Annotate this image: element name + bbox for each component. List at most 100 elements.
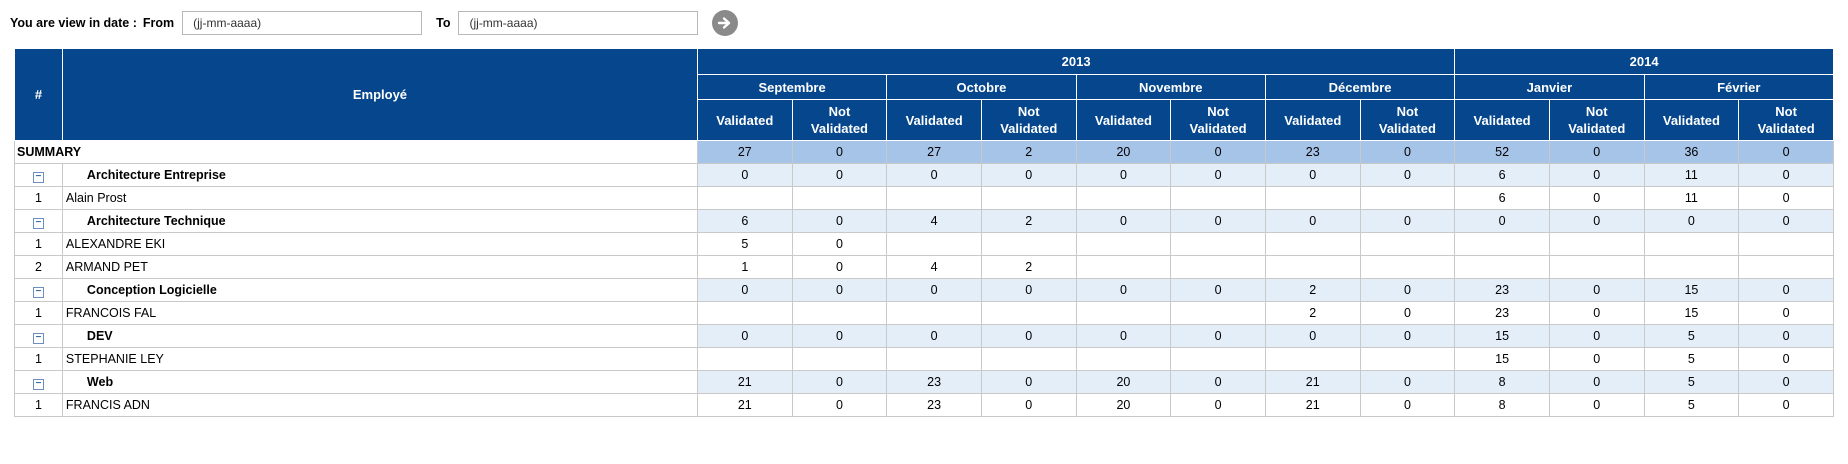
value-cell: 5 bbox=[1643, 393, 1740, 417]
group-toggle-cell[interactable]: − bbox=[14, 209, 63, 233]
value-cell: 0 bbox=[1359, 301, 1456, 325]
group-row: − Conception Logicielle 0 0 0 0 0 0 2 0 23 0 15 0 bbox=[14, 278, 1834, 302]
go-arrow-button[interactable] bbox=[712, 10, 739, 36]
value-cell: 0 bbox=[1359, 209, 1456, 233]
row-number: 2 bbox=[14, 255, 63, 279]
header-not-validated: Not Validated bbox=[1359, 99, 1456, 141]
header-row-months: Septembre Octobre Novembre Décembre Janvier F… bbox=[15, 74, 1835, 100]
value-cell bbox=[1643, 255, 1740, 279]
header-not-label: Not bbox=[828, 104, 851, 119]
group-row: − Web 21 0 23 0 20 0 21 0 8 0 5 0 bbox=[14, 370, 1834, 394]
employee-name: Alain Prost bbox=[61, 186, 698, 210]
value-cell: 0 bbox=[1548, 324, 1645, 348]
group-toggle-cell[interactable]: − bbox=[14, 324, 63, 348]
value-cell: 0 bbox=[1170, 370, 1266, 394]
value-cell bbox=[791, 301, 888, 325]
value-cell: 5 bbox=[1643, 324, 1740, 348]
group-toggle-cell[interactable]: − bbox=[14, 370, 63, 394]
value-cell: 21 bbox=[696, 370, 793, 394]
value-cell: 1 bbox=[696, 255, 793, 279]
value-cell: 0 bbox=[1170, 324, 1266, 348]
value-cell: 0 bbox=[1738, 186, 1834, 210]
group-name: DEV bbox=[62, 324, 698, 348]
group-toggle-cell[interactable]: − bbox=[14, 163, 63, 187]
header-hash: # bbox=[14, 48, 63, 141]
to-date-input[interactable] bbox=[458, 11, 699, 35]
value-cell: 0 bbox=[1359, 324, 1456, 348]
value-cell: 0 bbox=[791, 163, 888, 187]
group-row: − Architecture Technique 6 0 4 2 0 0 0 0 0 0 0 0 bbox=[14, 209, 1834, 233]
value-cell: 23 bbox=[1454, 301, 1550, 325]
collapse-icon[interactable]: − bbox=[32, 332, 44, 344]
header-year: 2014 bbox=[1454, 48, 1834, 75]
group-row: − DEV 0 0 0 0 0 0 0 0 15 0 5 0 bbox=[14, 324, 1834, 348]
value-cell: 2 bbox=[980, 209, 1077, 233]
value-cell bbox=[696, 186, 793, 210]
employee-row: 1 Alain Prost 6 0 11 0 bbox=[14, 186, 1834, 210]
collapse-icon[interactable]: − bbox=[32, 378, 44, 390]
header-validated-label: Validated bbox=[1000, 121, 1058, 136]
value-cell: 0 bbox=[886, 278, 982, 302]
value-cell: 0 bbox=[980, 324, 1077, 348]
value-cell: 0 bbox=[1359, 278, 1456, 302]
header-year: 2013 bbox=[696, 48, 1456, 75]
value-cell: 11 bbox=[1643, 186, 1740, 210]
collapse-icon[interactable]: − bbox=[32, 286, 44, 298]
value-cell: 15 bbox=[1454, 347, 1550, 371]
value-cell: 4 bbox=[886, 255, 982, 279]
employee-row: 1 FRANCOIS FAL 2 0 23 0 15 0 bbox=[14, 301, 1834, 325]
value-cell: 0 bbox=[1075, 324, 1172, 348]
value-cell bbox=[1359, 232, 1456, 256]
value-cell: 0 bbox=[1548, 370, 1645, 394]
employee-row: 1 STEPHANIE LEY 15 0 5 0 bbox=[14, 347, 1834, 371]
summary-row: SUMMARY 27 0 27 2 20 0 23 0 52 0 36 0 bbox=[14, 140, 1834, 164]
value-cell: 6 bbox=[1454, 186, 1550, 210]
value-cell: 0 bbox=[886, 163, 982, 187]
value-cell: 0 bbox=[1643, 209, 1740, 233]
value-cell: 0 bbox=[1548, 209, 1645, 233]
value-cell bbox=[1075, 255, 1172, 279]
value-cell: 0 bbox=[1738, 393, 1834, 417]
employee-name: STEPHANIE LEY bbox=[61, 347, 698, 371]
value-cell: 0 bbox=[1738, 347, 1834, 371]
value-cell: 0 bbox=[1264, 209, 1361, 233]
value-cell: 0 bbox=[1359, 140, 1456, 164]
value-cell: 0 bbox=[1075, 163, 1172, 187]
value-cell: 5 bbox=[696, 232, 793, 256]
filter-title: You are view in date : bbox=[10, 16, 137, 30]
header-not-label: Not bbox=[1207, 104, 1229, 119]
value-cell: 0 bbox=[980, 163, 1077, 187]
header-not-validated: Not Validated bbox=[1738, 99, 1834, 141]
value-cell: 0 bbox=[886, 324, 982, 348]
collapse-icon[interactable]: − bbox=[32, 217, 44, 229]
value-cell: 36 bbox=[1643, 140, 1740, 164]
group-toggle-cell[interactable]: − bbox=[14, 278, 63, 302]
value-cell: 0 bbox=[791, 393, 888, 417]
value-cell: 0 bbox=[1548, 140, 1645, 164]
value-cell: 15 bbox=[1643, 278, 1740, 302]
row-number: 1 bbox=[14, 347, 63, 371]
value-cell: 0 bbox=[1738, 370, 1834, 394]
value-cell: 0 bbox=[791, 140, 888, 164]
from-date-input[interactable] bbox=[182, 11, 423, 35]
value-cell: 0 bbox=[791, 370, 888, 394]
value-cell: 0 bbox=[1359, 370, 1456, 394]
value-cell: 27 bbox=[696, 140, 793, 164]
value-cell: 0 bbox=[696, 278, 793, 302]
value-cell: 27 bbox=[886, 140, 982, 164]
value-cell bbox=[1075, 186, 1172, 210]
to-label: To bbox=[436, 16, 451, 30]
value-cell: 0 bbox=[791, 232, 888, 256]
header-month: Janvier bbox=[1454, 74, 1645, 100]
group-name: Web bbox=[62, 370, 698, 394]
value-cell: 15 bbox=[1643, 301, 1740, 325]
value-cell bbox=[1548, 255, 1645, 279]
value-cell: 21 bbox=[696, 393, 793, 417]
value-cell bbox=[886, 347, 982, 371]
row-number: 1 bbox=[14, 393, 63, 417]
arrow-right-icon bbox=[718, 17, 731, 29]
value-cell bbox=[696, 301, 793, 325]
collapse-icon[interactable]: − bbox=[32, 171, 44, 183]
value-cell: 20 bbox=[1075, 393, 1172, 417]
value-cell: 0 bbox=[1738, 301, 1834, 325]
